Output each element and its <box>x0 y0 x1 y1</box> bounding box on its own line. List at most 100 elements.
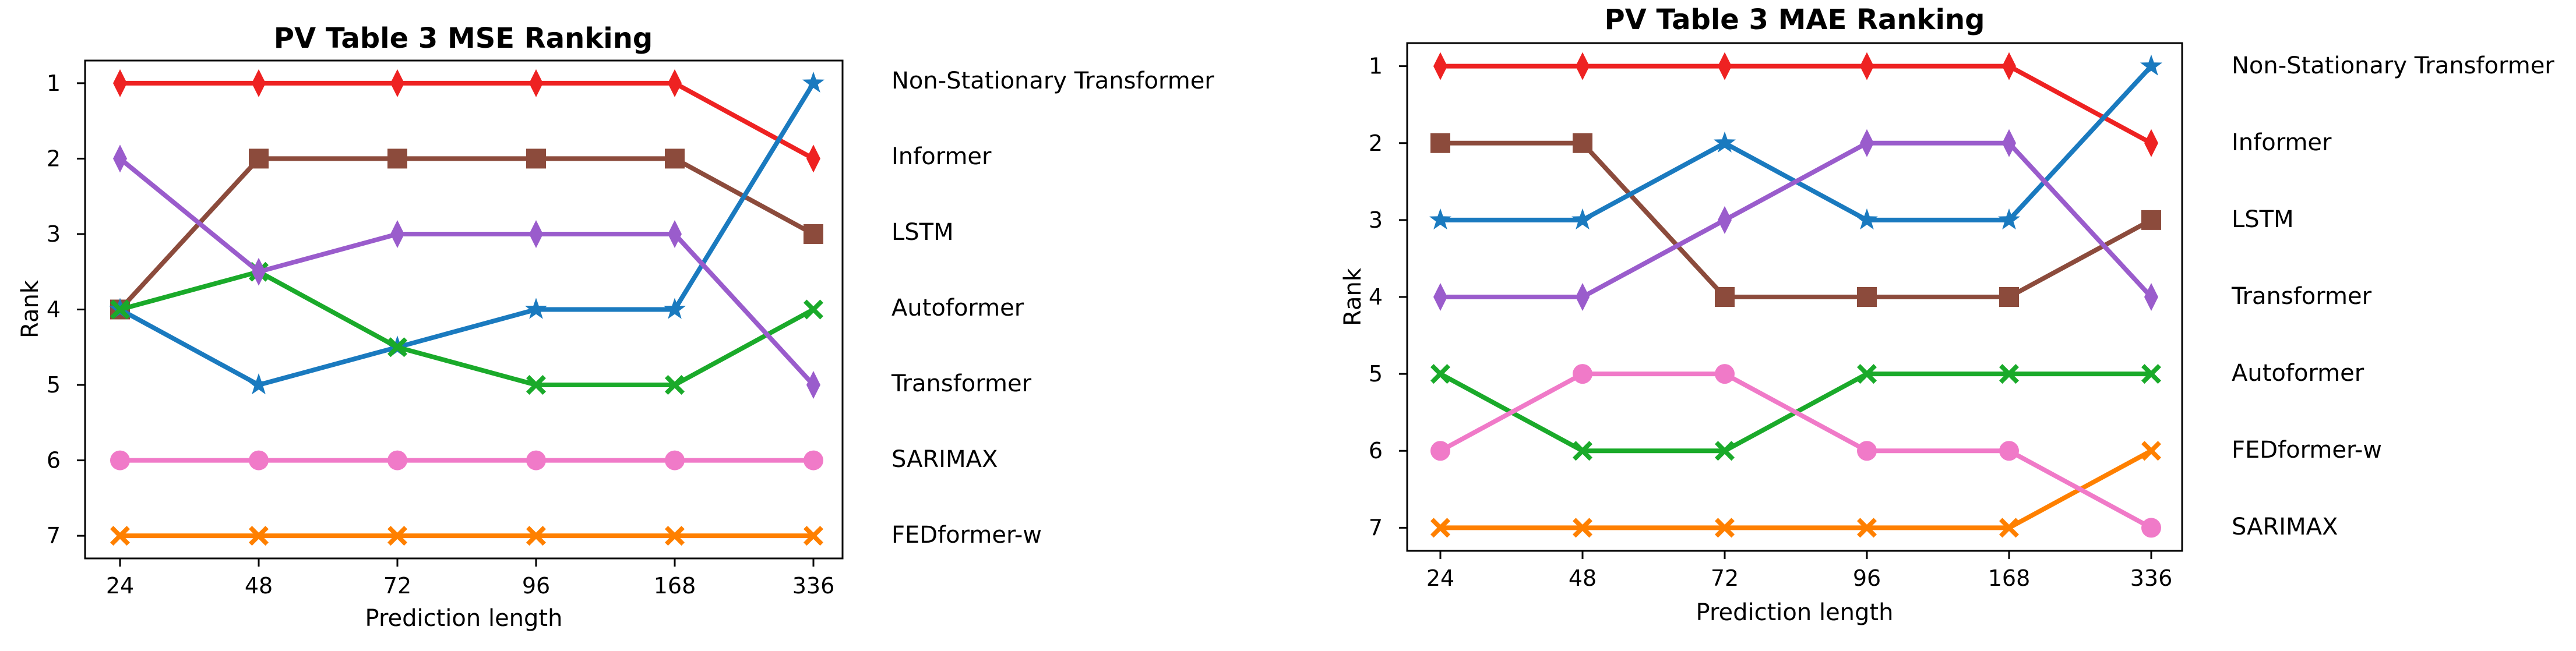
data-point <box>1715 441 1735 461</box>
legend-label: FEDformer-w <box>2232 437 2382 464</box>
legend-label: LSTM <box>891 219 954 246</box>
data-point <box>387 526 407 546</box>
y-tick-label: 5 <box>47 372 61 398</box>
data-point <box>2144 129 2158 157</box>
legend-label: Transformer <box>891 370 1032 397</box>
data-point <box>113 144 127 173</box>
y-tick-label: 4 <box>47 297 61 323</box>
data-point <box>525 298 547 319</box>
series-sarimax <box>1430 364 2161 538</box>
data-point <box>2140 54 2162 76</box>
data-point <box>1715 287 1735 307</box>
y-tick-label: 4 <box>1369 284 1383 310</box>
data-point <box>665 526 685 546</box>
x-tick-label: 96 <box>1853 565 1881 591</box>
plot-frame <box>84 59 844 560</box>
series-group <box>109 69 824 546</box>
y-tick-label: 6 <box>47 448 61 473</box>
data-point <box>2141 364 2161 384</box>
data-point <box>390 69 404 97</box>
data-point <box>668 220 682 248</box>
y-tick-label: 1 <box>47 70 61 96</box>
data-point <box>804 224 823 244</box>
data-point <box>804 526 823 546</box>
data-point <box>1573 441 1592 461</box>
data-point <box>252 257 266 286</box>
x-tick-label: 48 <box>1569 565 1597 591</box>
y-tick-label: 3 <box>1369 207 1383 233</box>
data-point <box>1715 518 1735 538</box>
y-tick-label: 2 <box>47 146 61 171</box>
x-ticks: 24 48 72 96 168 336 <box>1426 551 2172 591</box>
data-point <box>110 299 130 320</box>
data-point <box>1715 364 1735 384</box>
data-point <box>806 371 820 399</box>
data-point <box>1857 287 1877 307</box>
series-line <box>1440 140 2153 299</box>
mae-ranking-chart: PV Table 3 MAE Ranking Prediction length… <box>1340 3 2554 626</box>
y-tick-label: 7 <box>47 523 61 549</box>
data-point <box>1856 208 1878 230</box>
data-point <box>802 71 824 93</box>
data-point <box>2002 52 2016 80</box>
data-point <box>1429 208 1451 230</box>
data-point <box>387 450 407 470</box>
x-axis-label: Prediction length <box>1696 599 1894 626</box>
legend: Non-Stationary Transformer Informer LSTM Tr… <box>2231 52 2554 540</box>
data-point <box>2141 441 2161 461</box>
data-point <box>2002 129 2016 157</box>
legend-label: Transformer <box>2231 283 2372 310</box>
data-point <box>1857 364 1877 384</box>
series-sarimax <box>110 450 823 470</box>
data-point <box>249 148 269 169</box>
chart-title: PV Table 3 MSE Ranking <box>274 22 653 55</box>
legend: Non-Stationary Transformer Informer LSTM Au… <box>891 68 1214 549</box>
x-tick-label: 96 <box>522 573 550 599</box>
data-point <box>668 69 682 97</box>
x-tick-label: 168 <box>654 573 696 599</box>
y-ticks: 1 2 3 4 5 6 7 <box>47 70 85 549</box>
data-point <box>1576 283 1590 311</box>
data-point <box>1433 52 1447 80</box>
series-informer <box>1430 133 2161 307</box>
series-transformer <box>113 144 820 399</box>
data-point <box>804 299 823 320</box>
data-point <box>113 69 127 97</box>
y-tick-label: 6 <box>1369 438 1383 464</box>
data-point <box>665 450 685 470</box>
data-point <box>2144 283 2158 311</box>
series-line <box>119 269 815 387</box>
data-point <box>110 526 130 546</box>
x-tick-label: 72 <box>1711 565 1739 591</box>
data-point <box>1860 129 1874 157</box>
data-point <box>1430 441 1450 461</box>
legend-label: Informer <box>891 143 992 170</box>
legend-label: Autoformer <box>2232 360 2364 387</box>
series-line <box>1440 63 2152 146</box>
data-point <box>249 526 269 546</box>
x-tick-label: 24 <box>106 573 134 599</box>
y-tick-label: 3 <box>47 221 61 247</box>
y-tick-label: 7 <box>1369 515 1383 540</box>
series-line <box>1440 140 2152 299</box>
data-point <box>1573 364 1592 384</box>
legend-label: Non-Stationary Transformer <box>2232 52 2554 79</box>
x-tick-label: 48 <box>245 573 273 599</box>
data-point <box>665 375 685 395</box>
mse-ranking-chart: PV Table 3 MSE Ranking Prediction length… <box>17 22 1214 632</box>
x-tick-label: 168 <box>1988 565 2031 591</box>
series-fedformer-w <box>1430 441 2161 538</box>
x-tick-label: 336 <box>2130 565 2173 591</box>
data-point <box>248 373 270 395</box>
data-point <box>387 148 407 169</box>
data-point <box>1999 518 2019 538</box>
x-tick-label: 24 <box>1426 565 1454 591</box>
data-point <box>1433 283 1447 311</box>
data-point <box>1860 52 1874 80</box>
data-point <box>1718 206 1732 234</box>
x-tick-label: 72 <box>383 573 411 599</box>
data-point <box>1430 133 1450 153</box>
data-point <box>110 450 130 470</box>
series-fedformer-w <box>110 526 823 546</box>
